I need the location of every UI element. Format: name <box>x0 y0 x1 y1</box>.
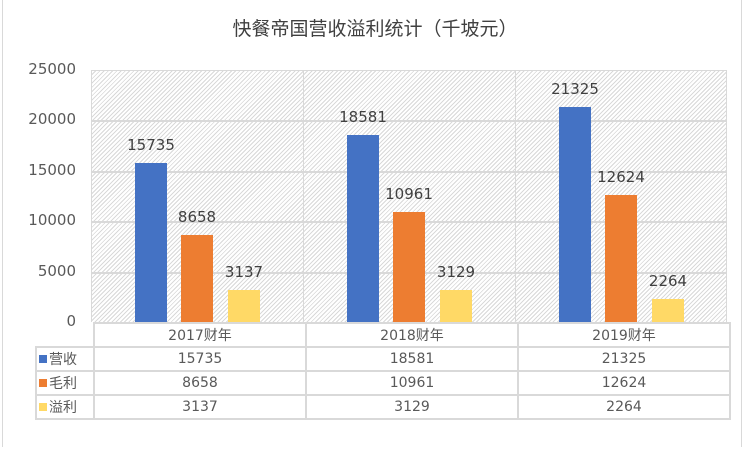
data-label: 21325 <box>551 80 599 99</box>
data-label: 3129 <box>436 263 476 282</box>
data-label: 10961 <box>385 184 433 203</box>
bar[interactable] <box>347 134 379 322</box>
bar[interactable] <box>228 290 260 322</box>
legend-item-net-profit: 溢利 <box>35 394 95 420</box>
table-cell: 3129 <box>305 394 519 420</box>
table-row: 毛利 8658 10961 12624 <box>35 370 731 396</box>
y-tick-label: 5000 <box>37 261 76 280</box>
table-row: 溢利 3137 3129 2264 <box>35 394 731 420</box>
data-table: 2017财年 2018财年 2019财年 营收 15735 18581 2132… <box>35 322 731 420</box>
data-label: 8658 <box>177 207 217 226</box>
gridline <box>92 120 726 123</box>
bar[interactable] <box>393 211 425 322</box>
bar[interactable] <box>605 194 637 322</box>
data-label: 2264 <box>648 272 688 291</box>
table-cell: 3137 <box>93 394 307 420</box>
y-tick-label: 25000 <box>28 60 76 78</box>
category-label: 2017财年 <box>93 322 307 348</box>
y-tick-label: 10000 <box>28 211 76 230</box>
category-row: 2017财年 2018财年 2019财年 <box>36 322 731 348</box>
table-cell: 10961 <box>305 370 519 396</box>
chart-title: 快餐帝国营收溢利统计（千坡元） <box>232 18 518 40</box>
legend-item-gross-profit: 毛利 <box>35 370 95 396</box>
gridline <box>92 170 726 173</box>
table-cell: 15735 <box>93 346 307 372</box>
bar[interactable] <box>652 299 684 322</box>
y-tick-label: 15000 <box>28 160 76 179</box>
category-divider <box>303 71 304 322</box>
y-tick-label: 20000 <box>28 110 76 129</box>
table-cell: 18581 <box>305 346 519 372</box>
table-cell: 12624 <box>517 370 731 396</box>
table-cell: 21325 <box>517 346 731 372</box>
bar[interactable] <box>559 107 591 322</box>
bar[interactable] <box>181 234 213 322</box>
plot-area: 15735 8658 3137 18581 10961 3129 21325 12624 226… <box>91 70 727 322</box>
category-divider <box>515 71 516 322</box>
table-cell: 8658 <box>93 370 307 396</box>
legend-swatch-icon <box>39 379 47 387</box>
bar[interactable] <box>135 163 167 322</box>
data-label: 18581 <box>339 107 387 126</box>
data-label: 3137 <box>224 263 264 282</box>
legend-swatch-icon <box>39 403 47 411</box>
data-label: 15735 <box>127 136 175 155</box>
bar[interactable] <box>440 290 472 322</box>
table-row: 营收 15735 18581 21325 <box>35 346 731 372</box>
table-cell: 2264 <box>517 394 731 420</box>
y-tick-label: 0 <box>66 312 76 330</box>
category-label: 2019财年 <box>517 322 731 348</box>
legend-item-revenue: 营收 <box>35 346 95 372</box>
legend-swatch-icon <box>39 355 47 363</box>
data-label: 12624 <box>597 167 645 186</box>
category-label: 2018财年 <box>305 322 519 348</box>
